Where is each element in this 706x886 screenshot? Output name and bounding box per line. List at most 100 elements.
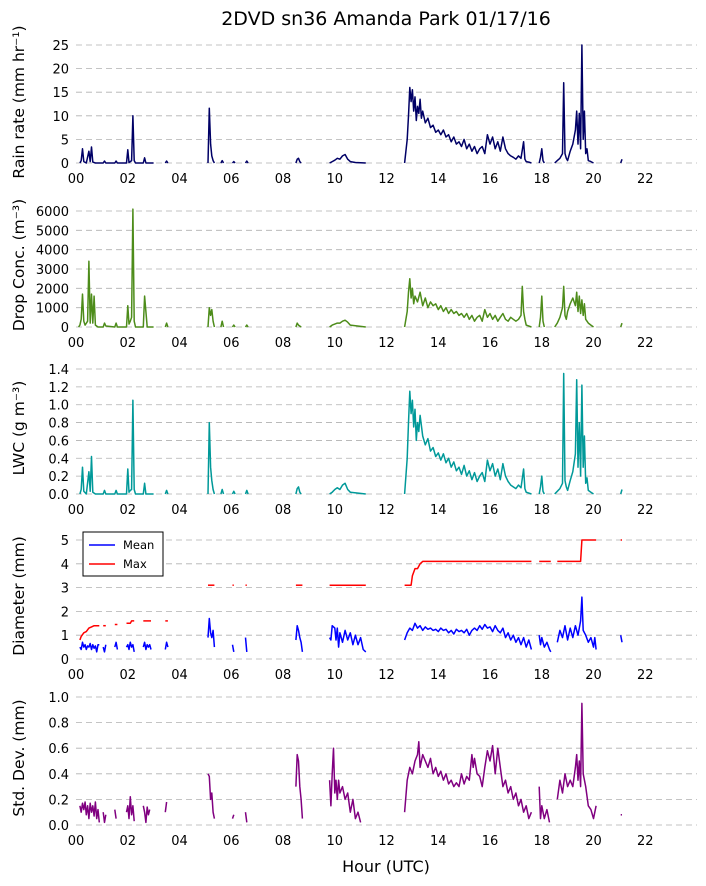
series-line-standard-deviation bbox=[142, 805, 151, 824]
x-tick-label: 06 bbox=[223, 336, 240, 351]
x-tick-label: 08 bbox=[275, 172, 292, 187]
series-line-standard-deviation bbox=[556, 702, 597, 820]
x-tick-label: 04 bbox=[171, 668, 188, 683]
y-tick-label: 0.8 bbox=[48, 417, 69, 432]
x-tick-label: 08 bbox=[275, 336, 292, 351]
x-tick-label: 10 bbox=[326, 834, 343, 849]
x-axis-label: Hour (UTC) bbox=[342, 857, 430, 876]
legend-label: Mean bbox=[123, 538, 154, 552]
y-tick-label: 0.2 bbox=[48, 793, 69, 808]
series-line-rain-rate bbox=[554, 44, 594, 164]
x-tick-label: 16 bbox=[482, 336, 499, 351]
series-line-mean bbox=[295, 624, 304, 653]
series-line-mean bbox=[403, 622, 533, 650]
x-tick-label: 00 bbox=[68, 336, 85, 351]
series-line-standard-deviation bbox=[114, 809, 117, 819]
series-line-rain-rate bbox=[619, 158, 623, 164]
series-line-drop-concentration bbox=[231, 324, 236, 328]
series-line-standard-deviation bbox=[295, 753, 304, 819]
x-tick-label: 08 bbox=[275, 834, 292, 849]
y-tick-label: 0.8 bbox=[48, 717, 69, 732]
x-tick-label: 02 bbox=[119, 834, 136, 849]
series-line-standard-deviation bbox=[207, 773, 216, 819]
series-line-drop-concentration bbox=[244, 324, 249, 328]
series-line-liquid-water-content bbox=[295, 486, 302, 495]
series-line-liquid-water-content bbox=[164, 489, 169, 495]
panel-rain-rate: 0 5 10 15 20 25 00 02 04 06 08 10 12 14 16 18 20 22 Rain r… bbox=[10, 25, 697, 187]
series-line-mean bbox=[164, 641, 169, 650]
x-tick-label: 14 bbox=[430, 668, 447, 683]
x-tick-label: 18 bbox=[533, 172, 550, 187]
x-tick-label: 02 bbox=[119, 503, 136, 518]
x-tick-label: 06 bbox=[223, 668, 240, 683]
x-tick-label: 14 bbox=[430, 336, 447, 351]
x-tick-label: 12 bbox=[378, 503, 395, 518]
y-tick-label: 0.4 bbox=[48, 452, 69, 467]
x-tick-label: 20 bbox=[585, 503, 602, 518]
y-tick-label: 6000 bbox=[36, 205, 69, 220]
y-tick-label: 10 bbox=[52, 110, 69, 125]
x-tick-label: 14 bbox=[430, 503, 447, 518]
series-line-max bbox=[126, 620, 135, 625]
panel-drop-concentration: 0 1000 2000 3000 4000 5000 6000 00 02 04 06 08 10 12 1… bbox=[10, 199, 697, 351]
y-axis-label: Diameter (mm) bbox=[10, 536, 28, 656]
x-tick-label: 06 bbox=[223, 172, 240, 187]
series-line-rain-rate bbox=[403, 86, 532, 164]
y-tick-label: 5 bbox=[61, 534, 69, 549]
series-line-standard-deviation bbox=[538, 786, 551, 823]
series-line-mean bbox=[244, 637, 248, 652]
x-tick-label: 22 bbox=[637, 503, 654, 518]
x-tick-label: 06 bbox=[223, 503, 240, 518]
series-line-mean bbox=[556, 596, 597, 650]
series-line-liquid-water-content bbox=[220, 488, 225, 495]
x-tick-label: 14 bbox=[430, 834, 447, 849]
series-line-standard-deviation bbox=[125, 796, 135, 822]
series-line-mean bbox=[114, 641, 119, 650]
x-tick-label: 04 bbox=[171, 172, 188, 187]
series-line-standard-deviation bbox=[102, 812, 107, 824]
x-tick-label: 08 bbox=[275, 668, 292, 683]
series-line-drop-concentration bbox=[403, 277, 532, 328]
y-tick-label: 20 bbox=[52, 63, 69, 78]
x-tick-label: 22 bbox=[637, 834, 654, 849]
x-tick-label: 18 bbox=[533, 503, 550, 518]
series-line-drop-concentration bbox=[220, 320, 225, 328]
series-line-liquid-water-content bbox=[554, 372, 594, 495]
x-tick-label: 20 bbox=[585, 834, 602, 849]
x-tick-label: 10 bbox=[326, 503, 343, 518]
x-tick-label: 22 bbox=[637, 668, 654, 683]
y-tick-label: 1000 bbox=[36, 302, 69, 317]
y-tick-label: 5 bbox=[61, 133, 69, 148]
series-line-rain-rate bbox=[207, 107, 216, 164]
series-line-rain-rate bbox=[164, 160, 169, 164]
legend-box bbox=[82, 531, 164, 577]
x-tick-label: 18 bbox=[533, 834, 550, 849]
y-tick-label: 0.0 bbox=[48, 488, 69, 503]
series-line-standard-deviation bbox=[328, 747, 362, 823]
x-tick-label: 20 bbox=[585, 336, 602, 351]
x-tick-label: 10 bbox=[326, 172, 343, 187]
series-line-mean bbox=[102, 644, 107, 653]
y-tick-label: 3 bbox=[61, 582, 69, 597]
y-tick-label: 0 bbox=[61, 321, 69, 336]
y-tick-label: 4 bbox=[61, 558, 69, 573]
series-line-liquid-water-content bbox=[231, 490, 236, 495]
x-tick-label: 04 bbox=[171, 336, 188, 351]
x-tick-label: 18 bbox=[533, 336, 550, 351]
series-line-standard-deviation bbox=[79, 801, 101, 823]
series-line-mean bbox=[125, 641, 135, 653]
x-tick-label: 04 bbox=[171, 503, 188, 518]
x-tick-label: 00 bbox=[68, 172, 85, 187]
series-line-liquid-water-content bbox=[207, 421, 216, 495]
y-tick-label: 1.0 bbox=[48, 399, 69, 414]
series-line-rain-rate bbox=[538, 148, 545, 164]
x-tick-label: 12 bbox=[378, 668, 395, 683]
y-axis-label: LWC (g m⁻³) bbox=[10, 381, 28, 476]
x-tick-label: 00 bbox=[68, 834, 85, 849]
y-tick-label: 0.4 bbox=[48, 768, 69, 783]
series-line-standard-deviation bbox=[164, 801, 168, 813]
x-tick-label: 00 bbox=[68, 668, 85, 683]
x-tick-label: 02 bbox=[119, 172, 136, 187]
series-line-rain-rate bbox=[295, 157, 302, 164]
